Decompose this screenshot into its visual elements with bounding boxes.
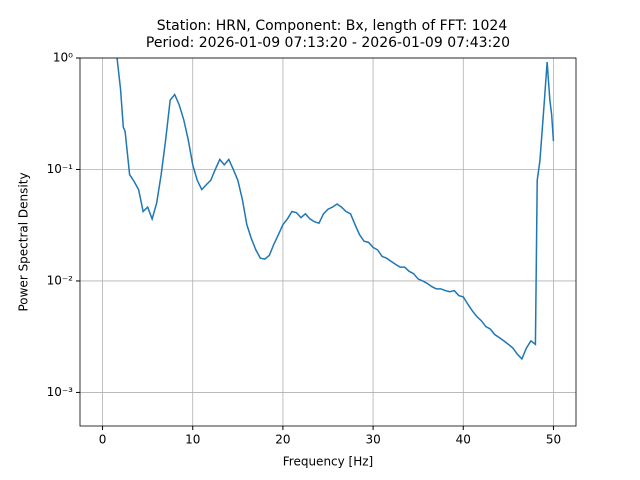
x-tick-label: 10 xyxy=(185,433,200,447)
plot-frame xyxy=(79,57,577,427)
x-tick-label: 30 xyxy=(365,433,380,447)
x-axis-label: Frequency [Hz] xyxy=(283,455,374,469)
y-tick-label: 10⁻³ xyxy=(47,385,74,399)
x-tick-label: 50 xyxy=(546,433,561,447)
y-tick-label: 10⁰ xyxy=(53,51,73,65)
chart-title: Period: 2026-01-09 07:13:20 - 2026-01-09… xyxy=(146,35,510,51)
data-line xyxy=(116,58,555,361)
y-axis-label: Power Spectral Density xyxy=(17,172,31,311)
y-tick-label: 10⁻² xyxy=(47,273,74,287)
y-tick-label: 10⁻¹ xyxy=(47,162,74,176)
x-tick-label: 20 xyxy=(275,433,290,447)
x-tick-label: 0 xyxy=(99,433,107,447)
x-tick-label: 40 xyxy=(456,433,471,447)
chart-title: Station: HRN, Component: Bx, length of F… xyxy=(157,18,508,34)
